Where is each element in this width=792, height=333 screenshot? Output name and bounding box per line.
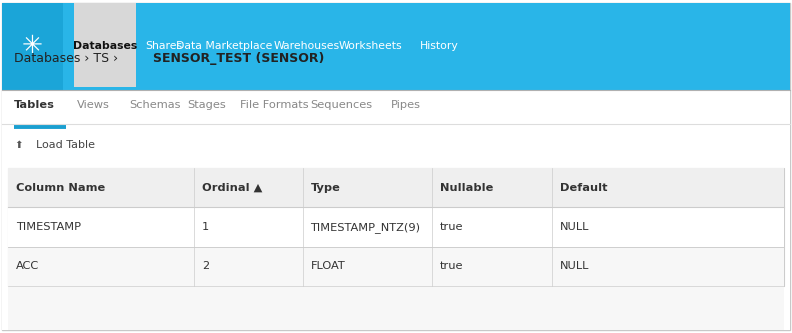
Bar: [8, 247, 784, 286]
Text: Load Table: Load Table: [36, 140, 95, 150]
Text: Data Marketplace: Data Marketplace: [176, 41, 272, 51]
Text: Worksheets: Worksheets: [339, 41, 402, 51]
Text: true: true: [440, 261, 463, 271]
Bar: [8, 207, 784, 247]
Bar: [2, 3, 790, 90]
Text: Shares: Shares: [146, 41, 182, 51]
Text: Stages: Stages: [187, 100, 226, 110]
Text: NULL: NULL: [560, 261, 589, 271]
Text: TIMESTAMP: TIMESTAMP: [16, 222, 81, 232]
Bar: [8, 168, 784, 286]
Text: Warehouses: Warehouses: [273, 41, 340, 51]
Text: Default: Default: [560, 183, 607, 193]
Text: ACC: ACC: [16, 261, 39, 271]
Text: Views: Views: [77, 100, 110, 110]
Text: Pipes: Pipes: [390, 100, 421, 110]
Text: 2: 2: [202, 261, 209, 271]
Text: Schemas: Schemas: [129, 100, 181, 110]
Text: SENSOR_TEST (SENSOR): SENSOR_TEST (SENSOR): [153, 52, 324, 65]
Text: NULL: NULL: [560, 222, 589, 232]
Text: TIMESTAMP_NTZ(9): TIMESTAMP_NTZ(9): [310, 222, 421, 232]
Text: ✳: ✳: [22, 34, 43, 58]
Bar: [2, 3, 63, 90]
Bar: [8, 168, 784, 207]
Text: true: true: [440, 222, 463, 232]
Text: History: History: [421, 41, 459, 51]
Text: FLOAT: FLOAT: [310, 261, 345, 271]
Text: File Formats: File Formats: [240, 100, 309, 110]
Text: Tables: Tables: [14, 100, 55, 110]
Bar: [2, 90, 790, 330]
Text: Type: Type: [310, 183, 341, 193]
Text: Sequences: Sequences: [310, 100, 372, 110]
Text: Databases › TS ›: Databases › TS ›: [14, 52, 123, 65]
Text: Ordinal ▲: Ordinal ▲: [202, 183, 262, 193]
Text: ⬆: ⬆: [14, 140, 23, 150]
Text: 1: 1: [202, 222, 209, 232]
Text: Nullable: Nullable: [440, 183, 493, 193]
Text: Databases: Databases: [73, 41, 138, 51]
Bar: [2, 90, 790, 330]
Bar: [74, 3, 136, 87]
Bar: [8, 286, 784, 330]
Text: Column Name: Column Name: [16, 183, 105, 193]
